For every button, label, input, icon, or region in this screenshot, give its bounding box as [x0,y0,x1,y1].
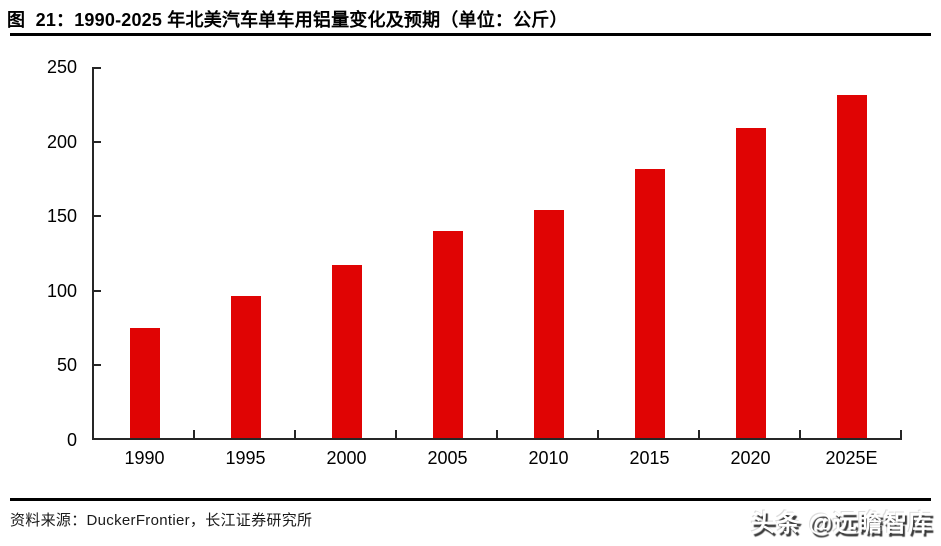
x-axis-tick [597,430,599,438]
bar-2020 [735,127,766,438]
y-axis-label: 250 [46,57,77,77]
chart-title: 图 21：1990-2025 年北美汽车单车用铝量变化及预期（单位：公斤） [7,10,568,30]
x-axis-label: 1995 [225,448,266,468]
source-note: 资料来源：DuckerFrontier，长江证券研究所 [10,512,313,529]
x-axis-tick [294,430,296,438]
x-axis [92,438,902,440]
y-axis-tick [94,364,101,367]
x-axis-tick [395,430,397,438]
bar-2015 [634,169,665,438]
x-axis-label: 2010 [528,448,569,468]
title-divider [10,33,931,36]
bar-1995 [230,296,261,438]
x-axis-tick [496,430,498,438]
watermark-text: 头条 @远瞻智库 [750,510,933,537]
bottom-divider [10,498,931,501]
y-axis [92,67,94,440]
x-axis-label: 2000 [326,448,367,468]
bar-2025E [836,94,867,438]
x-axis-label: 2015 [629,448,670,468]
x-axis-label: 1990 [124,448,165,468]
bar-2000 [331,264,362,438]
y-axis-label: 100 [46,280,77,301]
y-axis-label: 200 [46,131,77,152]
x-axis-label: 2020 [730,448,771,468]
y-axis-tick [94,289,101,292]
x-axis-tick [193,430,195,438]
y-axis-label: 50 [56,355,77,376]
y-axis-tick [94,67,101,69]
bar-1990 [129,327,160,438]
x-axis-label: 2025E [825,448,878,468]
y-axis-tick [94,140,101,143]
x-axis-tick [900,430,902,438]
y-axis-label: 0 [66,430,77,450]
bar-chart-plot-area [92,67,902,440]
x-axis-tick [698,430,700,438]
x-axis-tick [799,430,801,438]
bar-2005 [432,230,463,438]
bar-2010 [533,209,564,438]
y-axis-label: 150 [46,206,77,227]
y-axis-tick [94,215,101,218]
x-axis-label: 2005 [427,448,468,468]
